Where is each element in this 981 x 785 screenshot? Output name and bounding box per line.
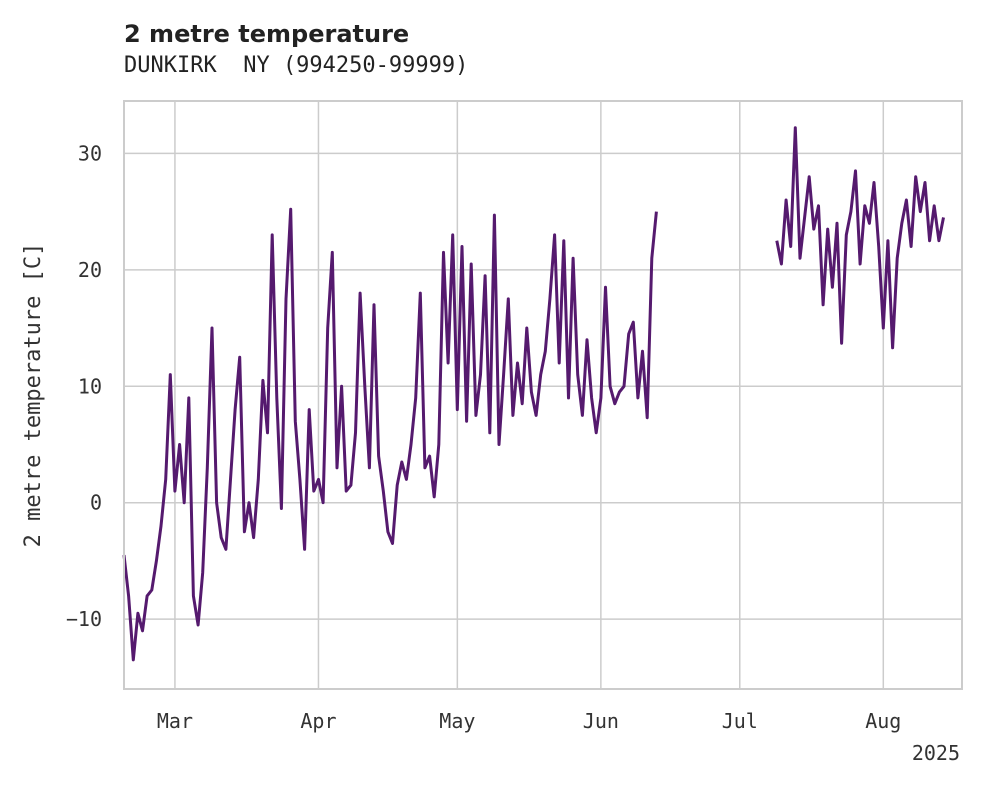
x-tick-label: Apr [300, 709, 336, 733]
series-line-segment [122, 207, 658, 662]
y-tick-label: −10 [66, 607, 102, 631]
x-tick-label: Aug [865, 709, 901, 733]
x-tick-label: Jul [722, 709, 758, 733]
x-tick-label: May [439, 709, 475, 733]
plot-frame [123, 100, 963, 690]
y-tick-label: 10 [78, 374, 102, 398]
y-tick-label: 30 [78, 141, 102, 165]
y-tick-label: 20 [78, 258, 102, 282]
chart-title: 2 metre temperature [124, 20, 409, 48]
grid [124, 101, 962, 689]
chart-subtitle: DUNKIRK NY (994250-99999) [124, 53, 468, 78]
series-line-segment [775, 126, 945, 350]
x-tick-label: Jun [583, 709, 619, 733]
y-tick-label: 0 [90, 491, 102, 515]
y-tick-labels: −10 0 10 20 30 [66, 141, 102, 631]
series-lines [122, 126, 945, 662]
x-tick-label: Mar [157, 709, 193, 733]
x-tick-labels: Mar Apr May Jun Jul Aug [157, 709, 901, 733]
y-axis-label: 2 metre temperature [C] [21, 243, 46, 548]
x-axis-year-label: 2025 [912, 741, 960, 765]
